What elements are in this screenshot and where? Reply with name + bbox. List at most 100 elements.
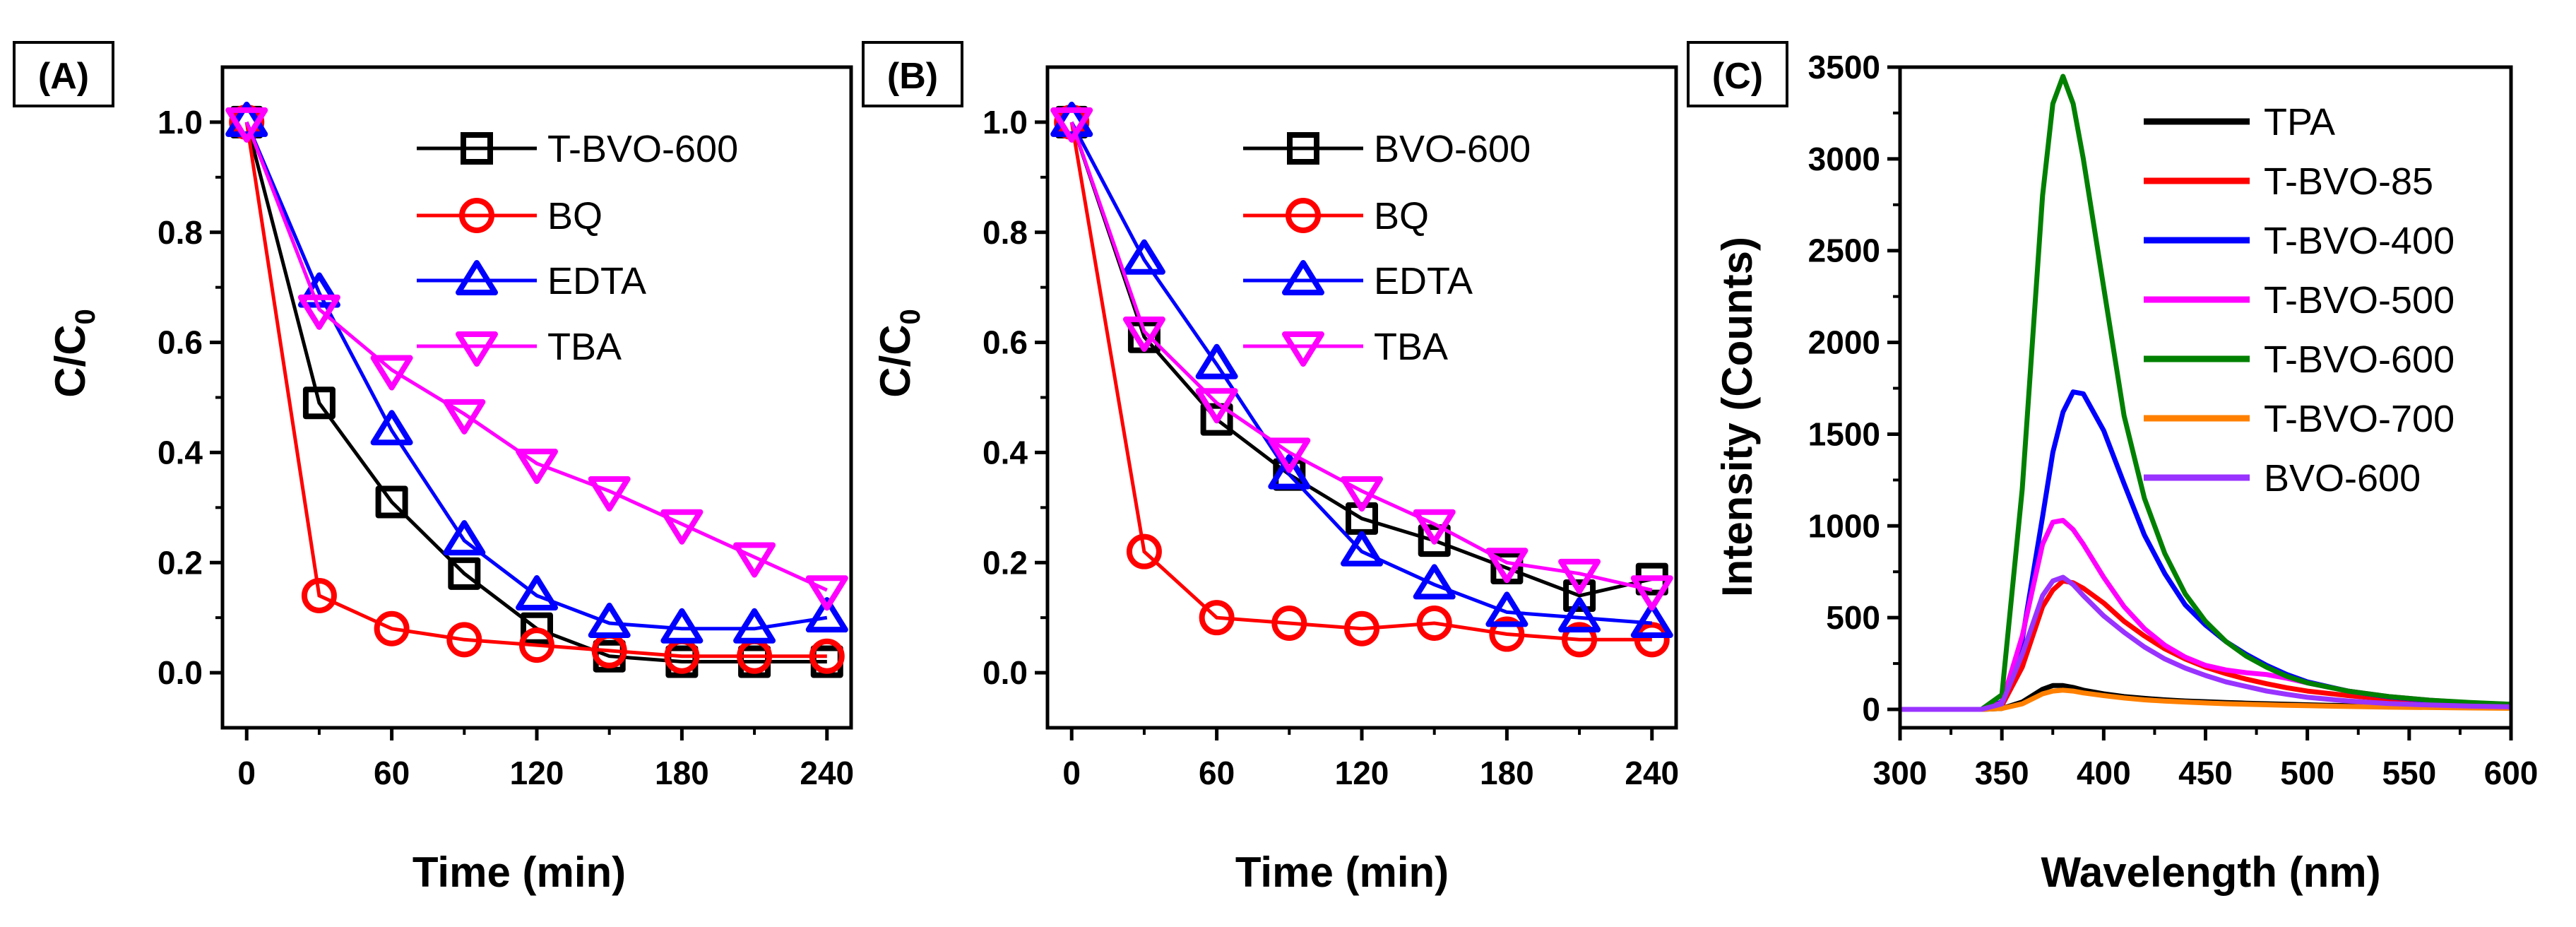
x-tick-label: 60 <box>1199 755 1235 791</box>
data-point-tba <box>370 355 413 391</box>
data-point-edta <box>1195 343 1238 379</box>
data-point-edta <box>1413 564 1456 600</box>
data-point-edta <box>1630 602 1673 638</box>
legend-entry-bvo-600: BVO-600 <box>2144 457 2421 500</box>
data-point-edta <box>588 602 631 638</box>
x-tick-label: 240 <box>1625 755 1679 791</box>
x-tick-label: 120 <box>510 755 564 791</box>
y-tick-label: 0.8 <box>158 214 203 251</box>
data-point-tba <box>1413 509 1456 545</box>
data-point-tba <box>660 509 704 545</box>
x-tick-label: 600 <box>2484 755 2539 791</box>
legend-label-tba: TBA <box>547 326 622 368</box>
data-point-tba <box>516 449 558 484</box>
panel-b-legend: BVO-600 BQ EDTA TBA <box>1243 128 1531 368</box>
data-point-bq <box>1634 622 1670 658</box>
series-line-tba <box>1069 122 1653 592</box>
legend-label-t-bvo-600: T-BVO-600 <box>547 128 738 170</box>
panel-b-label-box <box>862 41 963 107</box>
series-line-bvo-600 <box>1900 574 2512 712</box>
data-point-edta <box>1558 597 1601 633</box>
data-point-tba <box>1341 476 1383 512</box>
panel-a-xlabel: Time (min) <box>412 849 626 896</box>
data-point-t-bvo-600 <box>448 557 481 590</box>
legend-entry-t-bvo-85: T-BVO-85 <box>2144 160 2433 203</box>
data-point-edta <box>370 410 413 446</box>
x-tick-label: 180 <box>1480 755 1534 791</box>
data-point-bq <box>809 638 845 674</box>
series-line-t-bvo-600 <box>1900 73 2512 712</box>
legend-marker-circle <box>1286 198 1321 233</box>
data-point-edta <box>1341 531 1383 567</box>
legend-label-edta: EDTA <box>1374 260 1473 302</box>
legend-marker-circle <box>459 198 494 233</box>
y-tick-label: 1500 <box>1808 415 1880 452</box>
data-point-edta <box>660 608 704 644</box>
y-tick-label: 0.2 <box>983 544 1028 581</box>
series-line-edta <box>1069 121 1652 625</box>
series-line-bq <box>1069 122 1652 642</box>
data-point-edta <box>225 101 268 137</box>
series-line-bvo-600 <box>1069 122 1653 598</box>
data-point-bvo-600 <box>1200 403 1233 436</box>
legend-marker-triangle-down <box>456 331 498 367</box>
data-point-t-bvo-600 <box>302 386 336 420</box>
data-point-edta <box>805 597 848 633</box>
data-point-tba <box>1630 575 1673 611</box>
data-point-tba <box>443 398 486 435</box>
series-bq <box>1054 104 1670 658</box>
data-point-bq <box>1199 600 1235 636</box>
panel-b-label: (B) <box>887 56 938 97</box>
data-point-tba <box>733 542 776 578</box>
series-line-t-bvo-85 <box>1900 578 2512 712</box>
y-tick-label: 1.0 <box>983 104 1028 141</box>
series-tba <box>225 107 848 611</box>
legend-entry-bvo-600: BVO-600 <box>1243 128 1531 170</box>
panel-b-plot: 0 60 120 180 240 0.0 0.2 0.4 0.6 0.8 1.0 <box>983 101 1679 791</box>
legend-marker-square <box>1287 132 1319 165</box>
series-tba <box>1050 107 1673 611</box>
series-line-edta <box>244 121 828 631</box>
data-point-edta <box>1485 591 1529 627</box>
panel-c-plot: 300 350 400 450 500 550 600 0 500 1000 1500 2000 250… <box>1808 49 2539 791</box>
legend-marker-square <box>461 132 493 165</box>
x-tick-label: 60 <box>374 755 410 791</box>
y-tick-label: 0.2 <box>158 544 203 581</box>
data-point-tba <box>297 294 340 330</box>
legend-entry-t-bvo-600: T-BVO-600 <box>417 128 738 170</box>
legend-entry-tba: TBA <box>417 326 622 368</box>
data-point-bq <box>446 622 482 658</box>
panel-c-label: (C) <box>1712 56 1763 97</box>
legend-entry-edta: EDTA <box>1243 260 1473 302</box>
data-point-edta <box>733 608 776 644</box>
panel-b-ylabel: C/C0 <box>872 309 926 398</box>
legend-label-tba: TBA <box>1374 326 1448 368</box>
x-tick-label: 0 <box>237 755 256 791</box>
data-point-tba <box>1268 437 1311 473</box>
x-tick-label: 350 <box>1975 755 2029 791</box>
y-tick-label: 0.4 <box>983 434 1028 471</box>
legend-label-bq: BQ <box>547 195 603 237</box>
data-point-tba <box>588 476 631 512</box>
legend-label-t-bvo-400: T-BVO-400 <box>2264 220 2455 262</box>
y-tick-label: 500 <box>1826 599 1880 636</box>
legend-entry-tpa: TPA <box>2144 101 2335 143</box>
panel-a-ylabel: C/C0 <box>47 309 101 398</box>
y-tick-label: 2500 <box>1808 232 1880 269</box>
y-tick-label: 3500 <box>1808 49 1880 85</box>
data-point-bvo-600 <box>1563 579 1596 612</box>
y-tick-label: 3000 <box>1808 141 1880 177</box>
y-tick-label: 2000 <box>1808 324 1880 361</box>
series-line-bq <box>244 122 827 659</box>
data-point-bq <box>1126 533 1162 569</box>
panel-a: (A) C/C0 Time (min) 0 60 120 180 240 0.0 0.2 0.… <box>13 41 854 896</box>
data-point-t-bvo-600 <box>375 485 408 519</box>
data-point-bvo-600 <box>1418 524 1451 557</box>
legend-marker-triangle-up <box>456 260 498 295</box>
data-point-tba <box>1195 388 1238 424</box>
legend-entry-edta: EDTA <box>417 260 646 302</box>
data-point-edta <box>1122 239 1165 275</box>
legend-label-bq: BQ <box>1374 195 1429 237</box>
panel-c-ylabel: Intensity (Counts) <box>1714 237 1761 597</box>
data-point-edta <box>516 575 558 610</box>
